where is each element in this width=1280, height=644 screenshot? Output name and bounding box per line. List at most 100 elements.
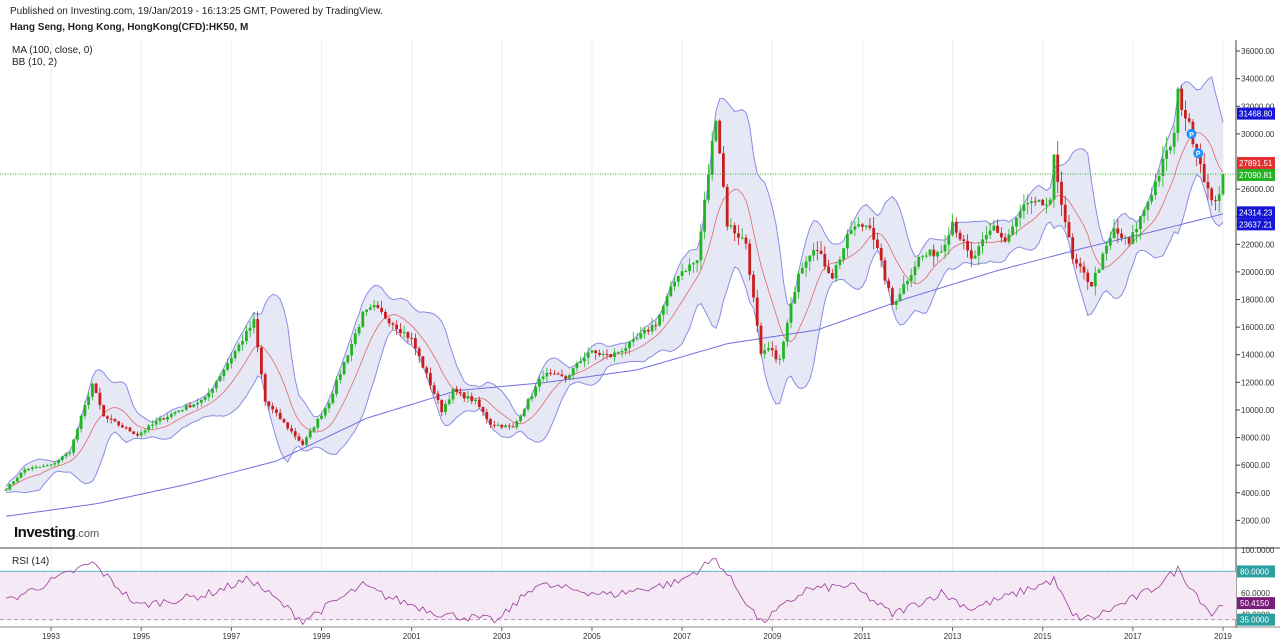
price-badge xyxy=(1237,156,1275,169)
candle-body xyxy=(646,329,650,332)
bb-indicator-label[interactable]: BB (10, 2) xyxy=(12,57,58,68)
candle-body xyxy=(260,347,263,375)
candle-body xyxy=(151,424,154,426)
candle-body xyxy=(49,464,53,466)
candle-body xyxy=(72,439,75,453)
candle-body xyxy=(1018,211,1022,218)
logo-wordmark: Investing xyxy=(14,524,76,541)
candle-body xyxy=(406,332,410,338)
candle-body xyxy=(384,312,387,319)
candle-body xyxy=(556,373,560,375)
candle-body xyxy=(256,319,260,348)
price-tick-label: 8000.00 xyxy=(1241,434,1270,443)
candle-body xyxy=(417,348,421,357)
candle-body xyxy=(586,352,590,358)
candle-body xyxy=(1217,194,1221,202)
price-tick-label: 18000.00 xyxy=(1241,296,1275,305)
candle-body xyxy=(335,379,338,394)
candle-body xyxy=(1116,228,1120,234)
candle-body xyxy=(598,353,601,355)
candle-body xyxy=(767,348,770,351)
candle-body xyxy=(1097,269,1101,273)
candle-body xyxy=(1048,199,1052,205)
candle-body xyxy=(609,354,613,358)
candle-body xyxy=(857,224,860,227)
candle-body xyxy=(466,396,470,399)
candle-body xyxy=(282,419,286,423)
candle-body xyxy=(1105,245,1108,254)
price-badge-label: 23637.21 xyxy=(1239,220,1273,229)
candle-body xyxy=(447,399,451,404)
candle-body xyxy=(909,275,913,281)
price-tick-label: 12000.00 xyxy=(1241,378,1275,387)
chart-axes xyxy=(0,40,1280,628)
candle-body xyxy=(733,225,737,234)
rsi-indicator-label[interactable]: RSI (14) xyxy=(12,556,50,567)
candle-body xyxy=(98,392,102,405)
candle-body xyxy=(395,324,398,330)
candle-body xyxy=(1022,204,1026,212)
candle-body xyxy=(1142,210,1146,217)
candle-body xyxy=(1120,233,1123,238)
news-marker-icon xyxy=(1186,128,1197,139)
candle-body xyxy=(1101,253,1105,270)
candle-body xyxy=(710,140,714,175)
candle-body xyxy=(590,350,594,353)
candle-body xyxy=(132,431,136,434)
candle-body xyxy=(928,249,932,256)
candle-body xyxy=(643,329,646,334)
candle-body xyxy=(102,405,106,417)
candle-body xyxy=(267,401,271,406)
candle-body xyxy=(639,333,643,339)
candle-body xyxy=(57,460,60,464)
candle-body xyxy=(451,388,455,400)
candle-body xyxy=(654,325,658,327)
candle-body xyxy=(42,465,45,467)
candle-body xyxy=(823,254,827,267)
candle-body xyxy=(613,352,616,358)
candle-body xyxy=(545,372,549,377)
price-grid xyxy=(50,40,1224,625)
candle-body xyxy=(346,355,350,363)
candle-body xyxy=(951,221,954,236)
candle-body xyxy=(707,174,710,200)
candle-body xyxy=(91,383,94,397)
candle-body xyxy=(763,350,767,354)
candle-body xyxy=(1139,216,1142,229)
published-info: Published on Investing.com, 19/Jan/2019 … xyxy=(10,6,383,17)
candle-body xyxy=(1199,153,1202,165)
ma-indicator-label[interactable]: MA (100, close, 0) xyxy=(12,45,93,56)
candle-body xyxy=(906,280,909,285)
candle-body xyxy=(969,250,973,259)
candle-body xyxy=(812,250,815,256)
candle-body xyxy=(992,225,996,231)
candle-body xyxy=(1165,150,1168,159)
candle-body xyxy=(846,233,849,249)
price-tick-label: 20000.00 xyxy=(1241,268,1275,277)
candle-body xyxy=(1214,200,1217,202)
candle-body xyxy=(470,396,474,402)
rsi-badge xyxy=(1237,613,1275,626)
candle-body xyxy=(887,280,891,289)
candle-body xyxy=(342,362,346,375)
candle-body xyxy=(1045,204,1048,206)
candle-body xyxy=(1056,154,1060,182)
price-badge-label: 31468.80 xyxy=(1239,110,1273,119)
candle-body xyxy=(481,406,485,412)
price-tick-label: 30000.00 xyxy=(1241,130,1275,139)
candle-body xyxy=(673,281,676,287)
candle-body xyxy=(737,233,740,238)
candle-body xyxy=(429,373,432,386)
candle-body xyxy=(755,297,759,326)
candle-body xyxy=(883,260,887,281)
candle-body xyxy=(793,292,797,304)
candle-body xyxy=(1071,237,1075,260)
candle-body xyxy=(744,237,748,244)
price-badge xyxy=(1237,218,1275,231)
candle-body xyxy=(1157,176,1161,182)
candle-body xyxy=(500,424,504,428)
candle-body xyxy=(169,413,173,417)
candle-body xyxy=(988,230,992,236)
candle-body xyxy=(218,376,222,382)
